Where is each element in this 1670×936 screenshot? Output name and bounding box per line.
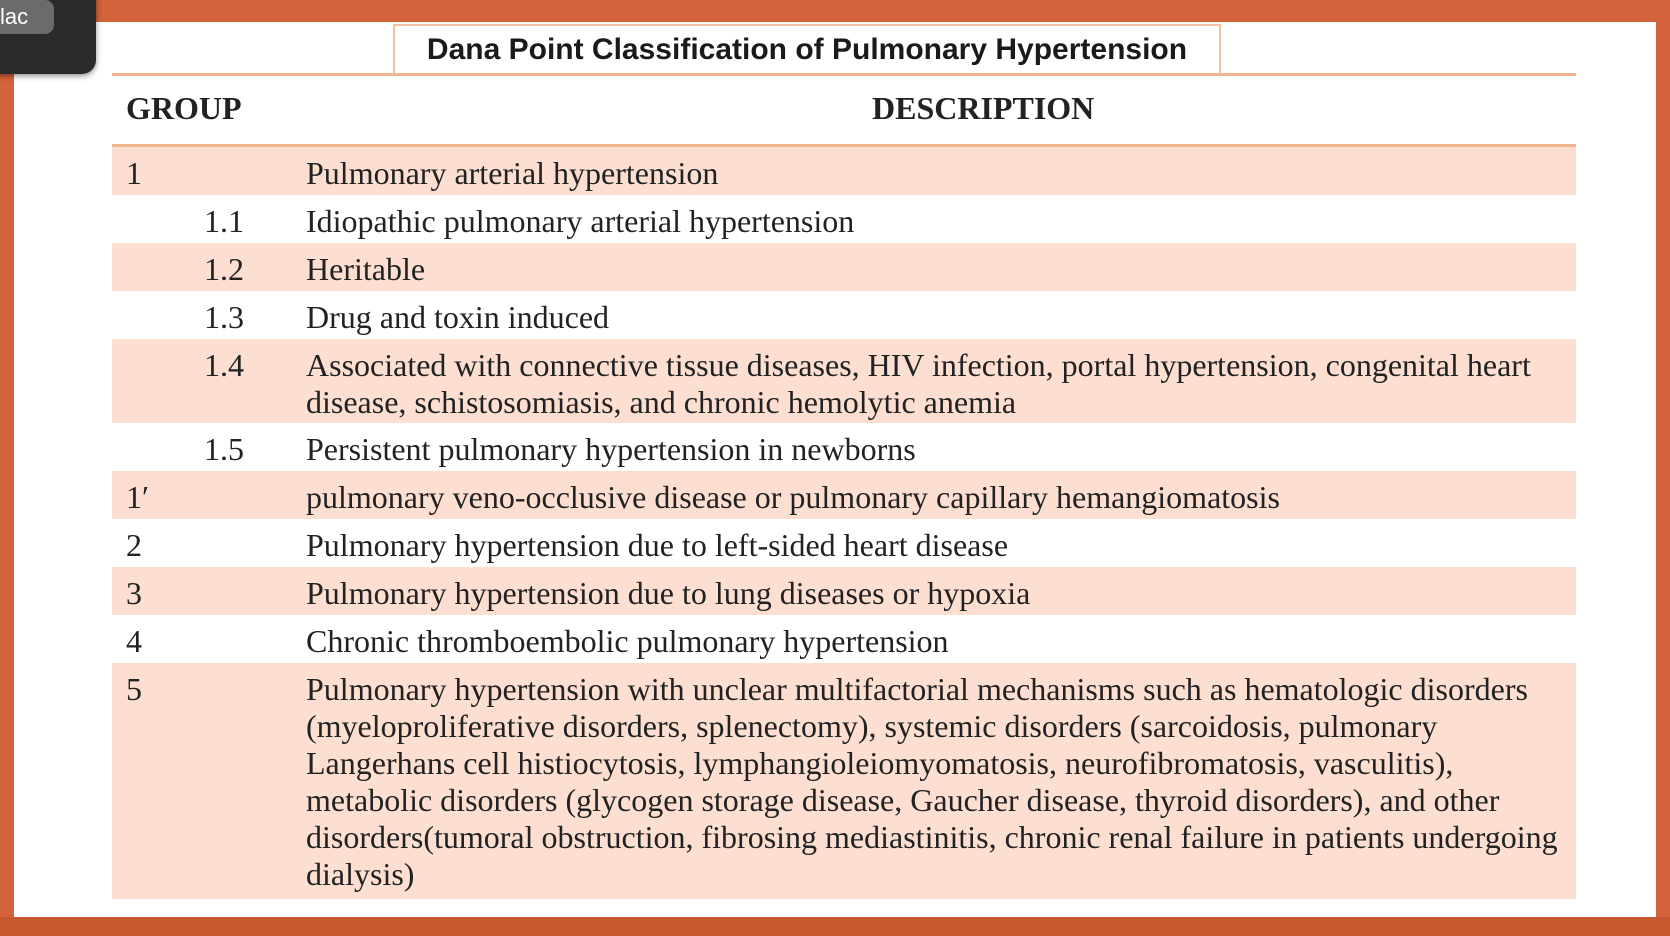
screen-share-badge[interactable]: lac [0,0,96,74]
row-description: Drug and toxin induced [306,299,610,335]
header-description: DESCRIPTION [872,90,1095,126]
table-row: 1 Pulmonary arterial hypertension [112,147,1576,195]
table-row: 1′ pulmonary veno-occlusive disease or p… [112,471,1576,519]
classification-table-body: 1 Pulmonary arterial hypertension 1.1 Id… [112,147,1576,899]
table-row: 4 Chronic thromboembolic pulmonary hyper… [112,615,1576,663]
subgroup-number: 1.2 [204,251,244,287]
table-row: 3 Pulmonary hypertension due to lung dis… [112,567,1576,615]
row-description: Associated with connective tissue diseas… [306,347,1531,420]
screen-share-label: lac [0,0,54,34]
row-description: Persistent pulmonary hypertension in new… [306,431,916,467]
group-number: 3 [126,575,142,611]
table-row: 1.5 Persistent pulmonary hypertension in… [112,423,1576,471]
table-row: 1.2 Heritable [112,243,1576,291]
group-number: 4 [126,623,142,659]
group-number: 2 [126,527,142,563]
row-description: Pulmonary hypertension due to left-sided… [306,527,1009,563]
table-header: GROUP DESCRIPTION [112,76,1576,144]
row-description: Pulmonary hypertension with unclear mult… [306,671,1558,892]
row-description: Pulmonary arterial hypertension [306,155,719,191]
table-row: 1.1 Idiopathic pulmonary arterial hypert… [112,195,1576,243]
slide-bottom-border [0,917,1670,936]
row-description: Idiopathic pulmonary arterial hypertensi… [306,203,855,239]
subgroup-number: 1.5 [204,431,244,467]
subgroup-number: 1.1 [204,203,244,239]
table-top-rule [112,73,1576,76]
row-description: Heritable [306,251,426,287]
subgroup-number: 1.3 [204,299,244,335]
table-row: 2 Pulmonary hypertension due to left-sid… [112,519,1576,567]
row-description: pulmonary veno-occlusive disease or pulm… [306,479,1280,515]
table-header-rule [112,144,1576,147]
table-row: 1.4 Associated with connective tissue di… [112,339,1576,423]
group-number: 5 [126,671,142,707]
slide: Dana Point Classification of Pulmonary H… [14,22,1656,917]
group-number: 1 [126,155,142,191]
group-number: 1′ [126,479,149,515]
slide-title: Dana Point Classification of Pulmonary H… [393,24,1221,74]
table-row: 1.3 Drug and toxin induced [112,291,1576,339]
header-group: GROUP [126,90,242,126]
table-row: 5 Pulmonary hypertension with unclear mu… [112,663,1576,899]
subgroup-number: 1.4 [204,347,244,383]
row-description: Chronic thromboembolic pulmonary hyperte… [306,623,949,659]
row-description: Pulmonary hypertension due to lung disea… [306,575,1031,611]
